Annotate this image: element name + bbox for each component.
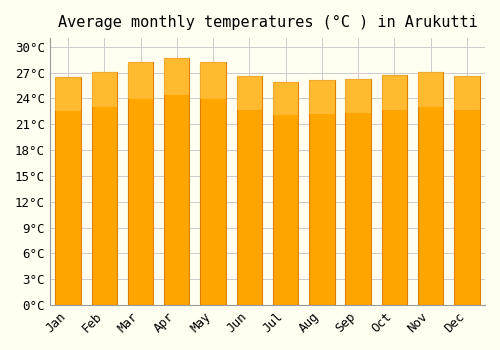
Bar	[309, 80, 334, 305]
Bar	[128, 62, 153, 305]
Title: Average monthly temperatures (°C ) in Arukutti: Average monthly temperatures (°C ) in Ar…	[58, 15, 478, 30]
Bar	[56, 77, 80, 305]
Bar	[236, 76, 262, 110]
Bar	[346, 79, 371, 305]
Bar	[273, 82, 298, 305]
Bar	[164, 58, 190, 305]
Bar	[164, 58, 190, 95]
Bar	[92, 72, 117, 107]
Bar	[236, 76, 262, 305]
Bar	[454, 76, 479, 110]
Bar	[309, 80, 334, 114]
Bar	[382, 75, 407, 305]
Bar	[346, 79, 371, 113]
Bar	[418, 72, 444, 107]
Bar	[92, 72, 117, 305]
Bar	[418, 72, 444, 305]
Bar	[200, 62, 226, 305]
Bar	[200, 62, 226, 99]
Bar	[128, 62, 153, 99]
Bar	[56, 77, 80, 111]
Bar	[454, 76, 479, 305]
Bar	[273, 82, 298, 116]
Bar	[382, 75, 407, 110]
